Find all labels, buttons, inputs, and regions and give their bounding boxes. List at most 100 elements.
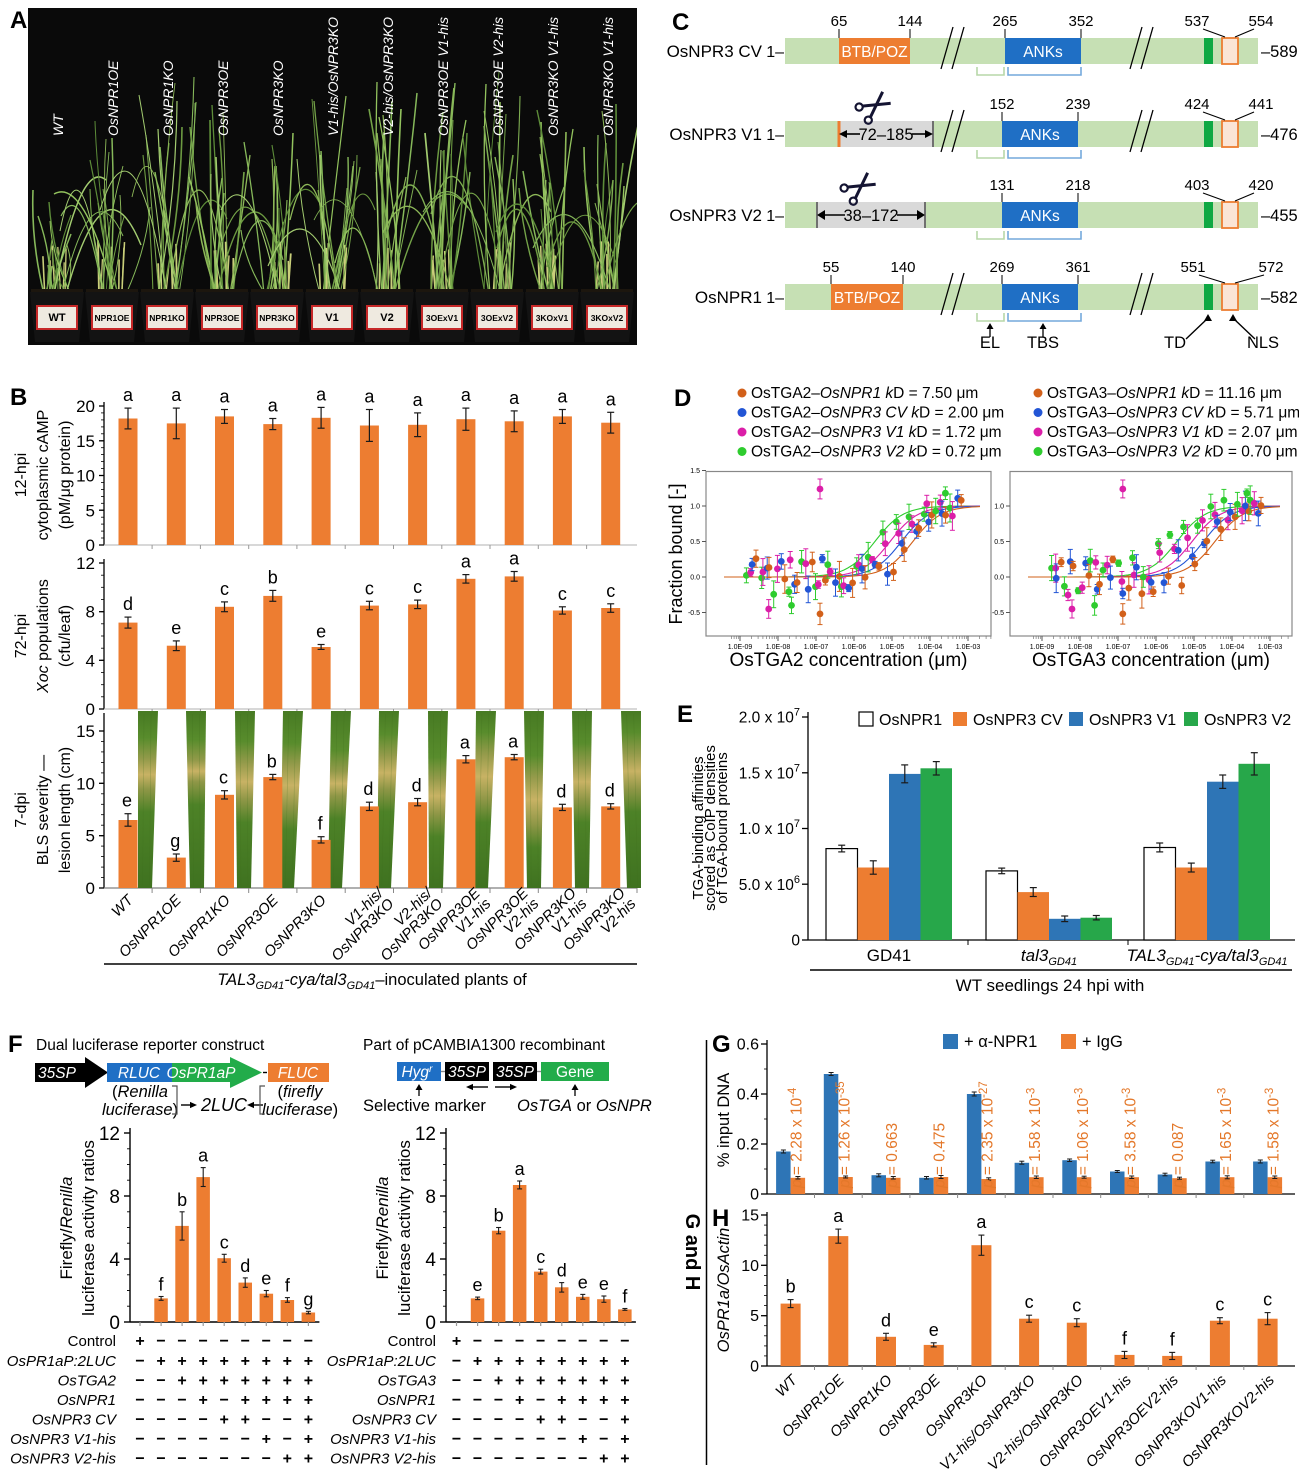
svg-text:4: 4 [86, 651, 95, 670]
svg-text:1.0E-05: 1.0E-05 [880, 644, 905, 651]
svg-text:OsPR1a/OsActin: OsPR1a/OsActin [715, 1228, 733, 1353]
svg-text:7-dpi: 7-dpi [13, 792, 30, 828]
svg-text:+: + [262, 1373, 271, 1390]
svg-text:8: 8 [109, 1187, 120, 1208]
svg-text:10: 10 [76, 467, 95, 486]
svg-text:+: + [283, 1392, 292, 1409]
svg-text:−: − [494, 1392, 503, 1409]
svg-text:+: + [283, 1451, 292, 1468]
svg-text:d: d [412, 776, 422, 796]
svg-text:3KOxV2: 3KOxV2 [591, 313, 624, 323]
svg-text:5: 5 [86, 827, 95, 846]
svg-text:OsNPR1: OsNPR1 [695, 288, 762, 307]
svg-text:Gene: Gene [556, 1064, 594, 1081]
svg-text:OsNPR3 V2-his: OsNPR3 V2-his [330, 1451, 436, 1468]
svg-text:1.0E-06: 1.0E-06 [842, 644, 867, 651]
svg-text:a: a [606, 389, 617, 409]
svg-text:−: − [283, 1431, 292, 1448]
svg-text:−: − [135, 1353, 144, 1370]
svg-text:+: + [515, 1392, 524, 1409]
svg-text:+: + [241, 1392, 250, 1409]
svg-text:–455: –455 [1261, 207, 1298, 225]
svg-text:of TGA-bound proteins: of TGA-bound proteins [714, 752, 731, 903]
svg-text:OsNPR3 V1-his: OsNPR3 V1-his [10, 1431, 116, 1448]
svg-text:+: + [177, 1373, 186, 1390]
svg-text:0: 0 [750, 1359, 759, 1376]
svg-text:a: a [364, 386, 375, 406]
svg-text:0.2: 0.2 [737, 1137, 759, 1154]
svg-text:+: + [557, 1412, 566, 1429]
svg-text:Control: Control [388, 1333, 436, 1350]
svg-text:f: f [1122, 1328, 1128, 1348]
svg-text:OsTGA2–OsNPR3 CV kD = 2.00 μm: OsTGA2–OsNPR3 CV kD = 2.00 μm [751, 405, 1004, 422]
svg-text:12: 12 [76, 554, 95, 573]
svg-text:ANKs: ANKs [1020, 290, 1060, 307]
svg-text:+: + [198, 1392, 207, 1409]
svg-text:OsNPR1: OsNPR1 [57, 1392, 116, 1409]
svg-text:OsTGA2: OsTGA2 [58, 1373, 117, 1390]
svg-text:+: + [620, 1353, 629, 1370]
svg-text:−: − [599, 1431, 608, 1448]
svg-text:a: a [509, 388, 520, 408]
svg-text:c: c [558, 584, 567, 604]
svg-text:OsNPR3KO: OsNPR3KO [270, 60, 286, 136]
svg-text:12-hpi: 12-hpi [13, 453, 30, 497]
svg-text:−: − [135, 1451, 144, 1468]
svg-text:0.5: 0.5 [994, 539, 1004, 546]
svg-text:−: − [452, 1353, 461, 1370]
svg-text:537: 537 [1184, 13, 1209, 30]
svg-text:OsTGA3–OsNPR1 kD = 11.16 μm: OsTGA3–OsNPR1 kD = 11.16 μm [1047, 385, 1282, 402]
svg-text:a: a [557, 386, 568, 406]
svg-text:15: 15 [76, 722, 95, 741]
svg-text:d: d [123, 594, 133, 614]
svg-text:55: 55 [823, 259, 840, 276]
svg-text:10: 10 [76, 774, 95, 793]
svg-text:p = 2.28 x 10-4: p = 2.28 x 10-4 [787, 1087, 806, 1189]
svg-text:72–185: 72–185 [858, 126, 913, 144]
svg-text:269: 269 [989, 259, 1014, 276]
svg-text:+: + [283, 1353, 292, 1370]
svg-text:a: a [171, 385, 182, 405]
svg-text:−: − [156, 1373, 165, 1390]
svg-text:0: 0 [86, 879, 95, 898]
svg-text:OsPR1aP:2LUC: OsPR1aP:2LUC [327, 1353, 436, 1370]
svg-text:−: − [452, 1412, 461, 1429]
svg-text:p = 3.58 x 10-3: p = 3.58 x 10-3 [1121, 1088, 1140, 1189]
svg-text:0.6: 0.6 [737, 1037, 759, 1054]
svg-text:OsTGA or OsNPR: OsTGA or OsNPR [517, 1097, 652, 1115]
svg-text:−: − [599, 1333, 608, 1350]
svg-text:f: f [285, 1276, 291, 1296]
svg-text:+: + [262, 1353, 271, 1370]
svg-text:−: − [473, 1451, 482, 1468]
svg-text:ANKs: ANKs [1020, 208, 1060, 225]
svg-text:2.0 x 107: 2.0 x 107 [739, 707, 800, 727]
svg-text:65: 65 [831, 13, 848, 30]
svg-text:OsNPR3 CV: OsNPR3 CV [973, 712, 1063, 729]
svg-text:c: c [1072, 1296, 1081, 1316]
svg-text:−: − [198, 1451, 207, 1468]
svg-text:+: + [177, 1353, 186, 1370]
svg-text:+: + [198, 1373, 207, 1390]
svg-text:F: F [8, 1031, 23, 1058]
svg-text:+: + [283, 1373, 292, 1390]
svg-text:+: + [515, 1353, 524, 1370]
svg-text:1.0E-03: 1.0E-03 [956, 644, 981, 651]
svg-text:Selective marker: Selective marker [363, 1097, 486, 1115]
svg-text:+: + [156, 1353, 165, 1370]
svg-text:−: − [557, 1431, 566, 1448]
svg-text:a: a [976, 1212, 987, 1232]
svg-text:NPR3KO: NPR3KO [259, 313, 295, 323]
svg-text:scored as CoIP densities: scored as CoIP densities [702, 745, 719, 911]
svg-text:a: a [460, 733, 471, 753]
svg-text:c: c [1025, 1292, 1034, 1312]
svg-text:OsNPR3 V1-his: OsNPR3 V1-his [330, 1431, 436, 1448]
svg-text:+: + [557, 1373, 566, 1390]
svg-text:OsNPR3KO V1-his: OsNPR3KO V1-his [545, 17, 561, 136]
svg-text:−: − [473, 1373, 482, 1390]
svg-text:lesion length (cm): lesion length (cm) [57, 747, 74, 873]
svg-text:C: C [672, 9, 689, 36]
svg-text:f: f [1170, 1329, 1176, 1349]
svg-text:TGA-binding affinities: TGA-binding affinities [690, 756, 707, 899]
svg-text:239: 239 [1065, 96, 1090, 113]
svg-text:1.0E-09: 1.0E-09 [728, 644, 753, 651]
